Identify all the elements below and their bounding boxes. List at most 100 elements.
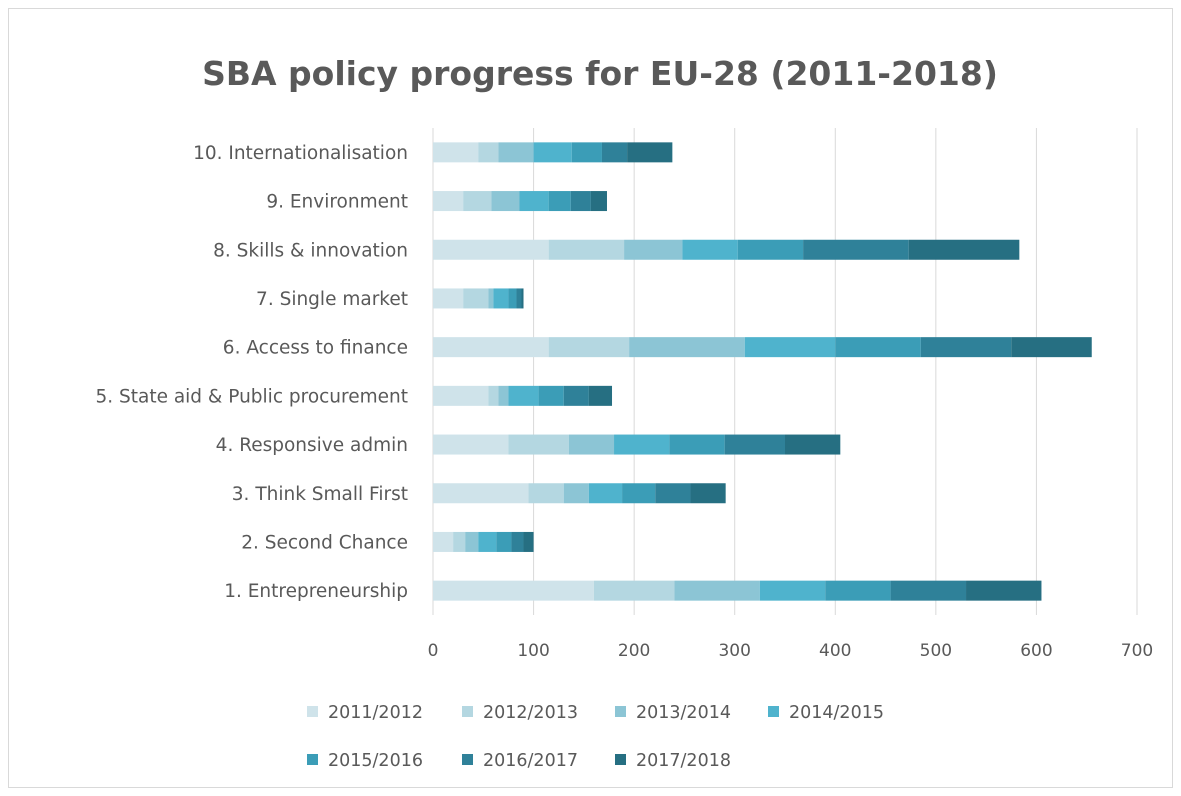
bar-segment [601, 142, 628, 163]
bar-segment [498, 385, 509, 406]
category-label: 5. State aid & Public procurement [95, 386, 408, 407]
chart-title: SBA policy progress for EU-28 (2011-2018… [202, 54, 998, 93]
bar-segment [508, 434, 569, 455]
bar-segment [669, 434, 725, 455]
bar-segment [825, 580, 891, 601]
bar-segment [563, 483, 589, 504]
bar-segment [588, 385, 613, 406]
bar-segment [588, 483, 623, 504]
bar-segment [571, 142, 602, 163]
bar-segment [548, 191, 571, 212]
legend-label: 2014/2015 [789, 703, 884, 723]
bar-segment [498, 142, 534, 163]
bar-segment [433, 337, 549, 358]
bar-segment [533, 142, 572, 163]
bar-segment [433, 191, 464, 212]
category-label: 4. Responsive admin [216, 435, 408, 456]
bar-segment [570, 191, 591, 212]
legend-label: 2012/2013 [483, 703, 578, 723]
bar-segment [803, 239, 909, 260]
bar-segment [908, 239, 1020, 260]
bar-segment [433, 483, 529, 504]
bar-segment [478, 531, 497, 552]
bar-segment [590, 191, 607, 212]
x-tick-label: 600 [1020, 641, 1052, 661]
bar-segment [629, 337, 745, 358]
legend-label: 2015/2016 [328, 751, 423, 771]
bar-segment [433, 239, 549, 260]
bar-segment [624, 239, 683, 260]
category-label: 1. Entrepreneurship [224, 581, 408, 602]
x-tick-label: 100 [517, 641, 549, 661]
category-labels: 1. Entrepreneurship 2. Second Chance 3. Th… [95, 143, 408, 602]
bar-segment [614, 434, 670, 455]
legend-swatch [462, 754, 473, 765]
bar-segment [453, 531, 466, 552]
category-label: 9. Environment [266, 192, 408, 213]
bar-segment [508, 385, 539, 406]
bar-segment [433, 385, 489, 406]
bar-segment [674, 580, 760, 601]
bar-segment [835, 337, 921, 358]
bar-segment [890, 580, 967, 601]
bar-segment [627, 142, 673, 163]
bar-segment [433, 434, 509, 455]
bar-segment [690, 483, 726, 504]
category-label: 3. Think Small First [232, 484, 408, 505]
bars [433, 142, 1092, 601]
bar-segment [433, 531, 454, 552]
x-tick-label: 400 [819, 641, 851, 661]
bar-segment [463, 191, 492, 212]
bar-segment [511, 531, 524, 552]
legend-swatch [307, 706, 318, 717]
bar-segment [622, 483, 656, 504]
legend-swatch [615, 754, 626, 765]
legend-swatch [307, 754, 318, 765]
bar-segment [521, 288, 524, 309]
x-tick-label: 500 [920, 641, 952, 661]
x-tick-label: 700 [1121, 641, 1153, 661]
legend-label: 2013/2014 [636, 703, 731, 723]
bar-segment [568, 434, 615, 455]
bar-segment [655, 483, 691, 504]
bar-segment [538, 385, 564, 406]
bar-segment [744, 337, 836, 358]
category-label: 7. Single market [256, 289, 408, 310]
legend-label: 2017/2018 [636, 751, 731, 771]
bar-segment [496, 531, 512, 552]
x-tick-label: 300 [718, 641, 750, 661]
legend: 2011/2012 2012/2013 2013/2014 2014/2015 2015… [307, 703, 884, 771]
bar-segment [519, 191, 549, 212]
x-tick-label: 0 [428, 641, 439, 661]
bar-segment [593, 580, 675, 601]
legend-swatch [615, 706, 626, 717]
bar-segment [528, 483, 564, 504]
bar-segment [563, 385, 589, 406]
bar-segment [508, 288, 517, 309]
bar-segment [433, 288, 464, 309]
bar-segment [491, 191, 520, 212]
bar-segment [433, 142, 479, 163]
bar-segment [785, 434, 841, 455]
category-label: 6. Access to finance [223, 338, 408, 359]
bar-segment [548, 239, 625, 260]
bar-segment [465, 531, 479, 552]
category-label: 8. Skills & innovation [213, 240, 408, 261]
legend-swatch [462, 706, 473, 717]
x-tick-label: 200 [618, 641, 650, 661]
category-label: 10. Internationalisation [193, 143, 408, 164]
bar-segment [488, 385, 499, 406]
bar-segment [737, 239, 804, 260]
bar-segment [433, 580, 594, 601]
legend-label: 2016/2017 [483, 751, 578, 771]
bar-segment [920, 337, 1012, 358]
bar-segment [516, 288, 522, 309]
bar-segment [493, 288, 509, 309]
bar-segment [463, 288, 489, 309]
bar-segment [548, 337, 630, 358]
bar-segment [488, 288, 494, 309]
x-tick-labels: 0 100 200 300 400 500 600 700 [428, 641, 1154, 661]
legend-swatch [768, 706, 779, 717]
bar-segment [1011, 337, 1092, 358]
